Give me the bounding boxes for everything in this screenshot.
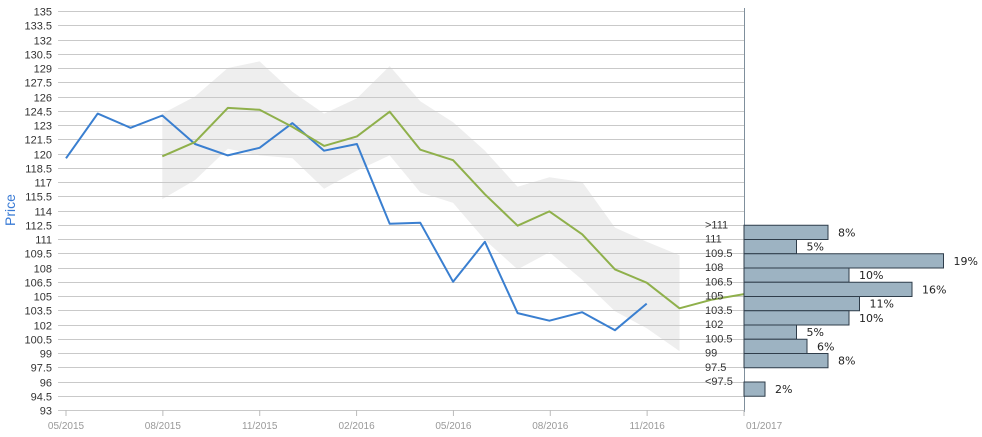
y-tick-label: 123	[34, 121, 52, 133]
y-tick-label: 94.5	[31, 392, 52, 404]
range-band	[162, 61, 680, 352]
distribution-bin-label: 111	[705, 234, 722, 246]
x-tick-label: 08/2015	[145, 421, 182, 432]
y-tick-label: 114	[34, 207, 52, 219]
distribution-bar	[743, 353, 829, 369]
x-tick-label: 02/2016	[338, 421, 375, 432]
distribution-bar	[743, 324, 797, 340]
y-axis-title: Price	[2, 194, 18, 226]
y-tick-label: 106.5	[24, 278, 52, 290]
y-tick-label: 93	[40, 406, 52, 418]
distribution-bin-label: 108	[705, 262, 723, 274]
distribution-percent-label: 8%	[838, 226, 855, 239]
y-tick-label: 130.5	[24, 50, 52, 62]
y-tick-label: 129	[34, 64, 52, 76]
distribution-bin-label: 106.5	[705, 276, 733, 288]
distribution-layer: >1118%1115%109.519%10810%106.516%10511%1…	[705, 219, 978, 397]
distribution-bar	[743, 239, 797, 255]
distribution-bar	[743, 296, 860, 312]
y-tick-label: 100.5	[24, 335, 52, 347]
range-band-layer	[162, 61, 680, 352]
y-tick-label: 127.5	[24, 78, 52, 90]
x-tick-label: 01/2017	[746, 421, 783, 432]
y-tick-label: 115.5	[25, 192, 52, 204]
y-tick-label: 97.5	[31, 363, 52, 375]
distribution-bin-label: 97.5	[705, 362, 726, 374]
distribution-bin-label: 99	[705, 348, 717, 360]
forecast-series-line	[161, 106, 745, 310]
distribution-bin-label: 103.5	[705, 305, 733, 317]
distribution-bar	[743, 253, 944, 269]
y-tick-label: 132	[34, 36, 52, 48]
x-tick-label: 08/2016	[532, 421, 569, 432]
distribution-percent-label: 8%	[838, 355, 855, 368]
x-tick-label: 11/2016	[629, 421, 665, 432]
distribution-bar	[743, 381, 766, 397]
distribution-percent-label: 16%	[922, 283, 946, 296]
distribution-percent-label: 5%	[807, 326, 824, 339]
y-tick-label: 120	[34, 150, 52, 162]
y-tick-label: 105	[34, 292, 52, 304]
series-layer	[65, 106, 745, 332]
x-tick-label: 05/2015	[48, 421, 85, 432]
y-tick-label: 96	[40, 378, 52, 390]
distribution-bar	[743, 281, 913, 297]
distribution-percent-label: 6%	[817, 340, 834, 353]
y-tick-label: 109.5	[24, 249, 52, 261]
distribution-bin-label: <97.5	[705, 376, 733, 388]
y-tick-label: 121.5	[24, 135, 52, 147]
y-tick-label: 108	[34, 264, 52, 276]
y-tick-label: 112.5	[25, 221, 52, 233]
distribution-bin-label: >111	[705, 219, 728, 231]
distribution-bar	[743, 338, 808, 354]
y-axis-ticks: 93 94.5 96 97.5 99 100.5 102 103.5 105 106.5 108 10…	[24, 7, 52, 418]
y-tick-label: 118.5	[25, 164, 52, 176]
y-tick-label: 126	[34, 93, 52, 105]
x-tick-label: 05/2016	[435, 421, 472, 432]
distribution-percent-label: 10%	[859, 269, 883, 282]
y-tick-label: 111	[35, 235, 52, 247]
distribution-bin-label: 109.5	[705, 248, 733, 260]
y-tick-label: 117	[34, 178, 52, 190]
distribution-bin-label: 100.5	[705, 333, 733, 345]
distribution-percent-label: 2%	[775, 383, 792, 396]
price-series-line	[65, 112, 648, 332]
y-tick-label: 135	[34, 7, 52, 19]
y-tick-label: 124.5	[24, 107, 52, 119]
distribution-bar	[743, 310, 850, 326]
x-axis-ticks: 05/2015 08/2015 11/2015 02/2016 05/2016 08/20…	[48, 410, 783, 432]
y-tick-label: 133.5	[24, 21, 52, 33]
distribution-bin-label: 102	[705, 319, 723, 331]
distribution-bar	[743, 267, 850, 283]
distribution-percent-label: 10%	[859, 312, 883, 325]
distribution-percent-label: 19%	[954, 255, 978, 268]
distribution-percent-label: 5%	[807, 241, 824, 254]
distribution-bin-label: 105	[705, 291, 723, 303]
distribution-percent-label: 11%	[870, 298, 894, 311]
y-tick-label: 99	[40, 349, 52, 361]
y-tick-label: 103.5	[24, 306, 52, 318]
x-tick-label: 11/2015	[242, 421, 278, 432]
distribution-bar	[743, 224, 829, 240]
y-tick-label: 102	[34, 321, 52, 333]
grid-layer	[58, 8, 745, 412]
